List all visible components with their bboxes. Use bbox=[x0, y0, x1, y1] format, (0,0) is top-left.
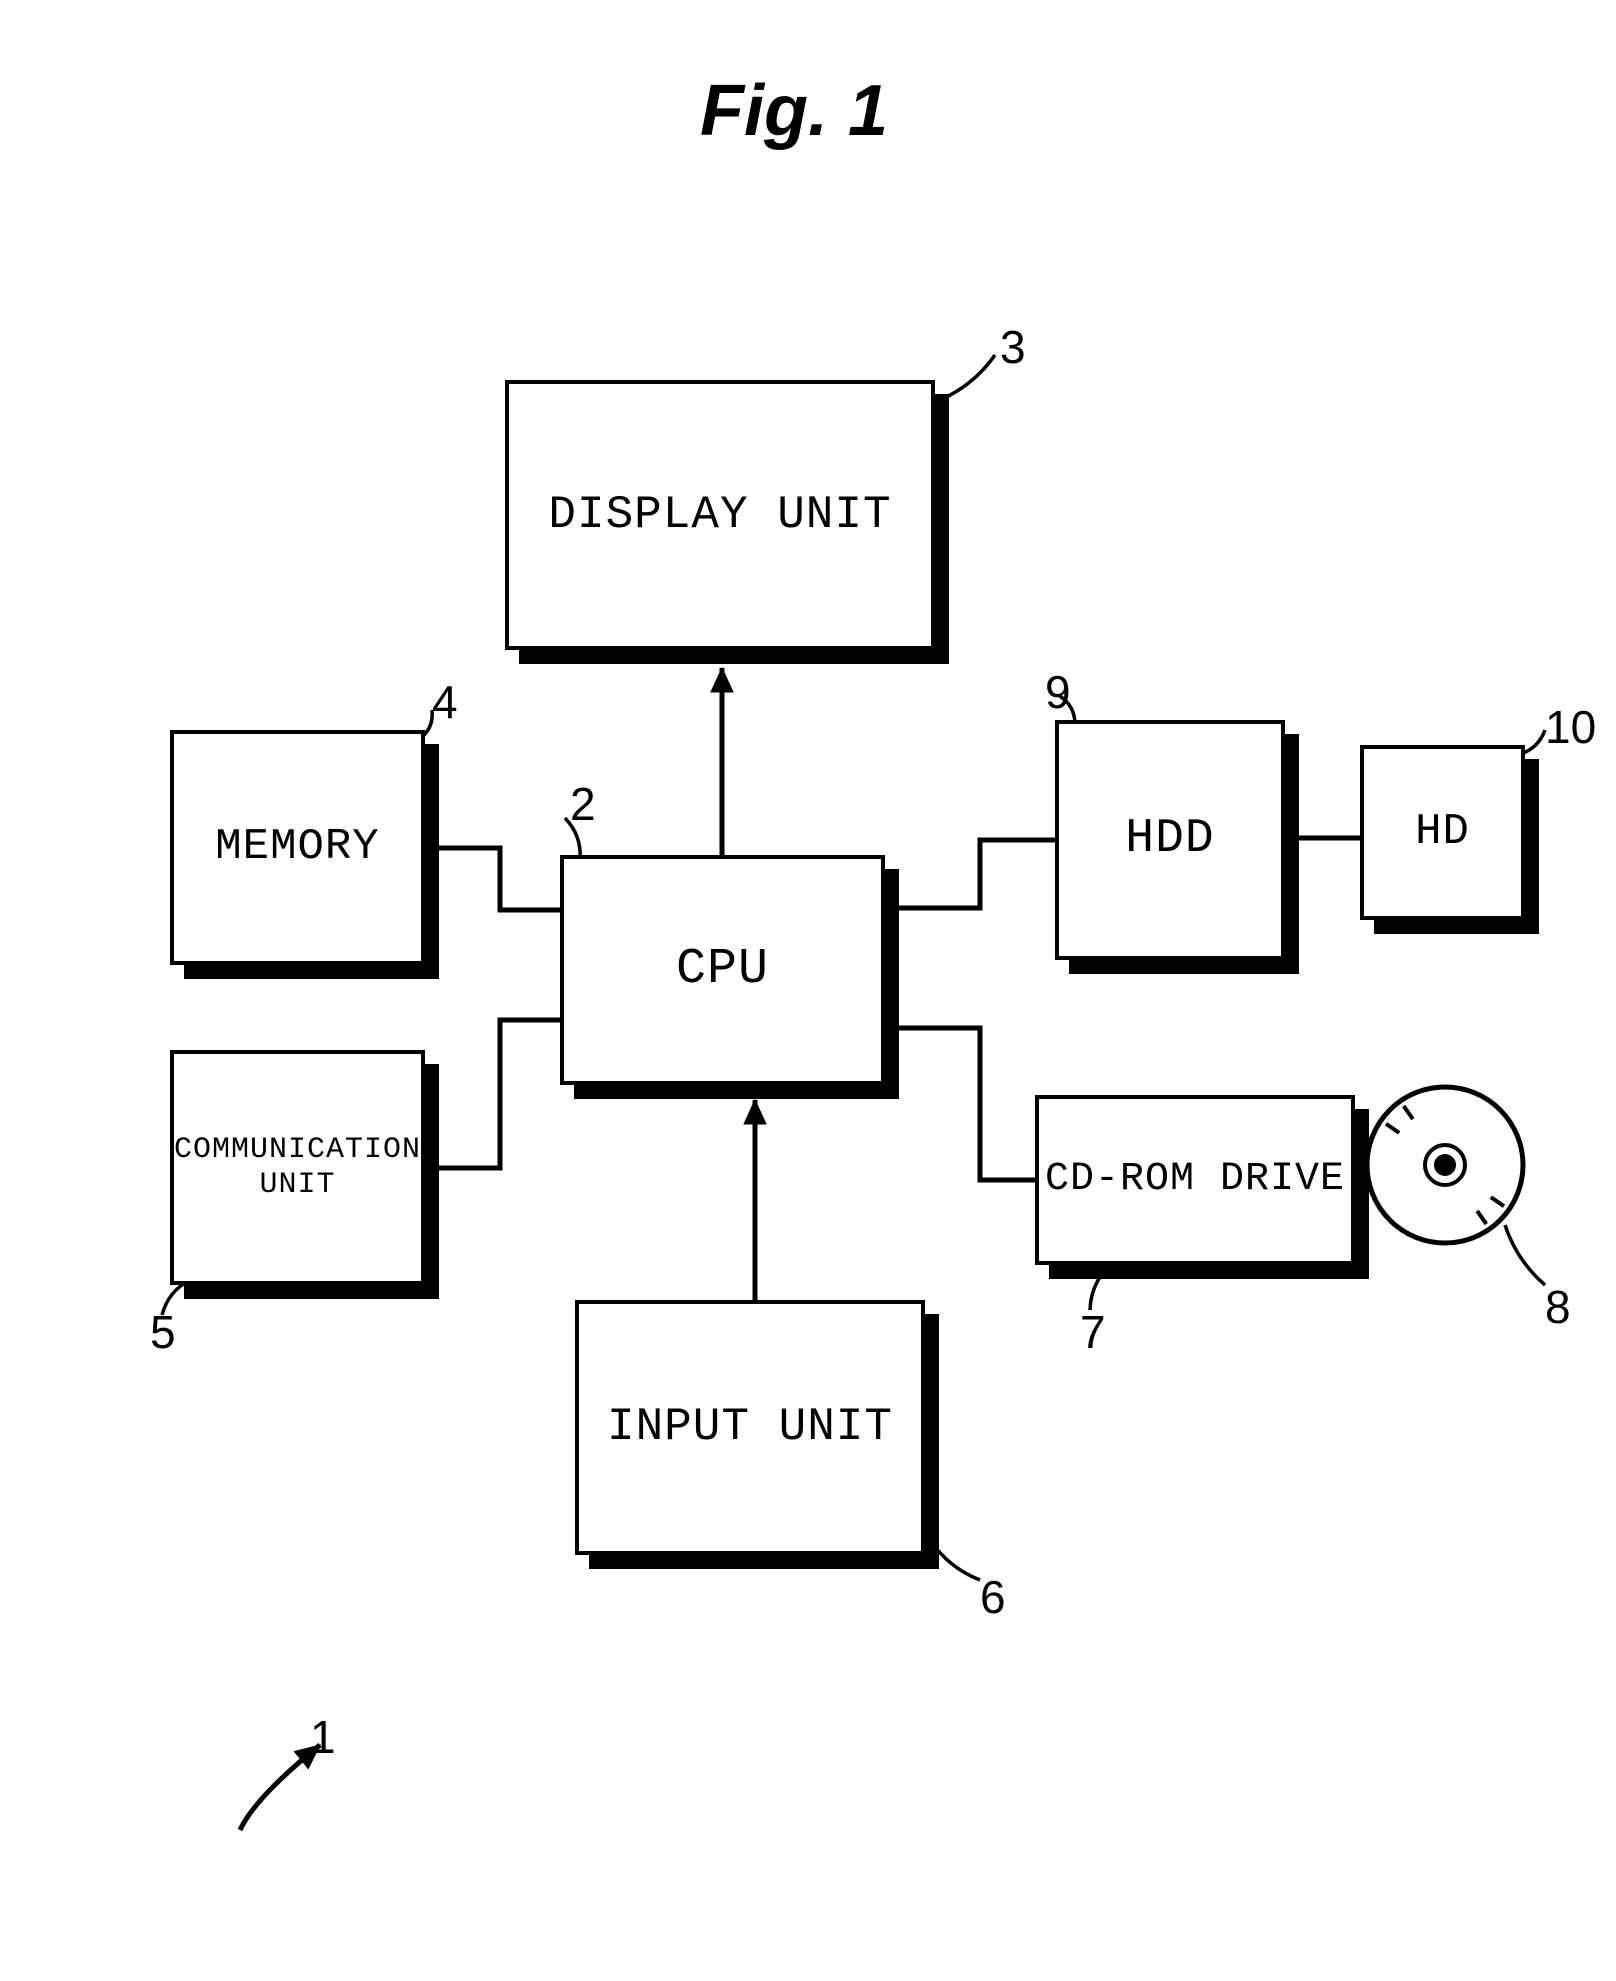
cdrom-block: CD-ROM DRIVE bbox=[1035, 1095, 1369, 1279]
comm-label: COMMUNICATION UNIT bbox=[174, 1133, 421, 1202]
memory-block: MEMORY bbox=[170, 730, 439, 979]
figure-title: Fig. 1 bbox=[700, 70, 888, 152]
cdrom-box: CD-ROM DRIVE bbox=[1035, 1095, 1355, 1265]
diagram-canvas: Fig. 1 DISPLAY UNIT CPU MEMORY COMMUNICATIO… bbox=[0, 0, 1616, 1981]
ref-hdd: 9 bbox=[1045, 665, 1071, 719]
display-label: DISPLAY UNIT bbox=[548, 489, 891, 542]
cd-disc-icon bbox=[1367, 1087, 1523, 1243]
hdd-block: HDD bbox=[1055, 720, 1299, 974]
cdrom-label: CD-ROM DRIVE bbox=[1045, 1157, 1345, 1203]
display-block: DISPLAY UNIT bbox=[505, 380, 949, 664]
cpu-box: CPU bbox=[560, 855, 885, 1085]
ref-system: 1 bbox=[310, 1710, 336, 1764]
ref-memory: 4 bbox=[432, 675, 458, 729]
ref-disc: 8 bbox=[1545, 1280, 1571, 1334]
input-block: INPUT UNIT bbox=[575, 1300, 939, 1569]
ref-cpu: 2 bbox=[570, 777, 596, 831]
input-box: INPUT UNIT bbox=[575, 1300, 925, 1555]
hdd-label: HDD bbox=[1125, 812, 1214, 867]
cpu-block: CPU bbox=[560, 855, 899, 1099]
hdd-box: HDD bbox=[1055, 720, 1285, 960]
comm-block: COMMUNICATION UNIT bbox=[170, 1050, 439, 1299]
ref-comm: 5 bbox=[150, 1305, 176, 1359]
comm-box: COMMUNICATION UNIT bbox=[170, 1050, 425, 1285]
hd-label: HD bbox=[1415, 807, 1470, 858]
memory-label: MEMORY bbox=[215, 822, 379, 873]
ref-display: 3 bbox=[1000, 320, 1026, 374]
ref-cdrom: 7 bbox=[1080, 1305, 1106, 1359]
memory-box: MEMORY bbox=[170, 730, 425, 965]
hd-box: HD bbox=[1360, 745, 1525, 920]
ref-input: 6 bbox=[980, 1570, 1006, 1624]
hd-block: HD bbox=[1360, 745, 1539, 934]
ref-hd: 10 bbox=[1545, 700, 1596, 754]
cpu-label: CPU bbox=[676, 941, 769, 999]
input-label: INPUT UNIT bbox=[607, 1401, 893, 1454]
display-box: DISPLAY UNIT bbox=[505, 380, 935, 650]
